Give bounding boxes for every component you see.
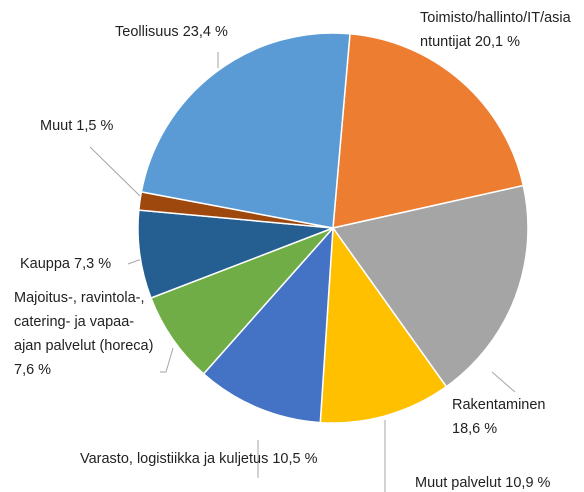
value-label: 20,1 % <box>474 34 520 50</box>
value-label: 7,6 % <box>14 362 52 378</box>
data-label: Muut palvelut 10,9 % <box>415 471 550 492</box>
category-label: Teollisuus <box>115 24 179 40</box>
category-label: Rakentaminen <box>452 397 546 413</box>
pie-slice <box>331 184 529 388</box>
category-label: Kauppa <box>20 256 70 272</box>
leader-line <box>89 146 141 197</box>
category-label: Muut palvelut <box>415 475 502 491</box>
pie-slice <box>140 32 351 229</box>
data-label: Teollisuus 23,4 % <box>115 20 228 44</box>
pie-slice <box>150 227 334 375</box>
value-label: 1,5 % <box>76 118 114 134</box>
value-label: 10,5 % <box>272 451 318 467</box>
value-label: 18,6 % <box>452 421 498 437</box>
leader-line <box>491 371 516 393</box>
data-label: Rakentaminen 18,6 % <box>452 393 572 441</box>
pie-slice <box>202 225 334 424</box>
value-label: 23,4 % <box>182 24 228 40</box>
data-label: Kauppa 7,3 % <box>20 252 111 276</box>
category-label: Toimisto/hallinto/IT/asiantuntijat <box>420 10 571 50</box>
data-label: Majoitus-, ravintola-, catering- ja vapa… <box>14 286 156 382</box>
category-label: Varasto, logistiikka ja kuljetus <box>80 451 269 467</box>
data-label: Toimisto/hallinto/IT/asiantuntijat 20,1 … <box>420 6 578 54</box>
leader-line <box>160 347 174 373</box>
value-label: 10,9 % <box>505 475 551 491</box>
value-label: 7,3 % <box>74 256 112 272</box>
category-label: Majoitus-, ravintola-, catering- ja vapa… <box>14 290 154 354</box>
data-label: Varasto, logistiikka ja kuljetus 10,5 % <box>80 447 320 471</box>
pie-slice <box>332 32 525 229</box>
data-label: Muut 1,5 % <box>40 114 113 138</box>
category-label: Muut <box>40 118 73 134</box>
pie-slice <box>319 225 448 424</box>
